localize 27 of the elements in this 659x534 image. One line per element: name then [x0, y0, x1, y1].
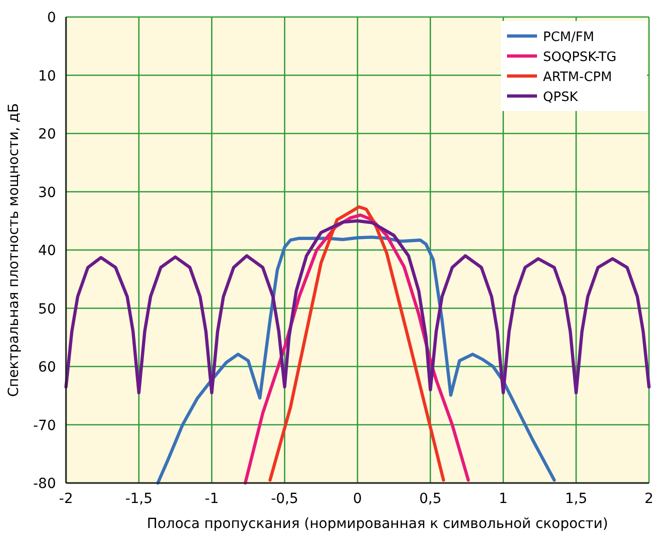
y-tick-label: 60	[38, 360, 56, 376]
x-tick-label: 1,5	[564, 491, 588, 507]
y-tick-label: 10	[38, 68, 56, 84]
x-tick-label: 2	[644, 491, 654, 507]
x-tick-label: 0,5	[419, 491, 442, 507]
y-tick-label: -80	[33, 476, 56, 492]
x-tick-label: -1	[204, 491, 219, 507]
legend-label: QPSK	[543, 90, 578, 105]
legend-label: SOQPSK-TG	[543, 50, 616, 65]
x-tick-label: -2	[59, 491, 73, 507]
y-tick-label: 30	[38, 184, 56, 201]
y-tick-label: -70	[33, 418, 56, 434]
x-tick-label: -0,5	[270, 491, 298, 507]
legend-label: PCM/FM	[543, 30, 594, 45]
y-tick-label: 20	[38, 126, 56, 142]
y-axis-title: Спектральная плотность мощности, дБ	[6, 103, 22, 397]
y-tick-label: 0	[47, 10, 56, 26]
x-axis-title: Полоса пропускания (нормированная к символьной скорости)	[146, 516, 608, 532]
x-tick-label: -1,5	[125, 491, 153, 507]
x-tick-label: 1	[498, 491, 508, 507]
line-series	[64, 219, 651, 394]
legend-label: ARTM-CPM	[543, 70, 612, 85]
line-series	[268, 205, 446, 482]
y-tick-label: 50	[38, 301, 56, 318]
x-tick-label: 0	[353, 491, 362, 507]
line-series	[156, 236, 556, 485]
y-tick-label: 40	[38, 243, 56, 259]
